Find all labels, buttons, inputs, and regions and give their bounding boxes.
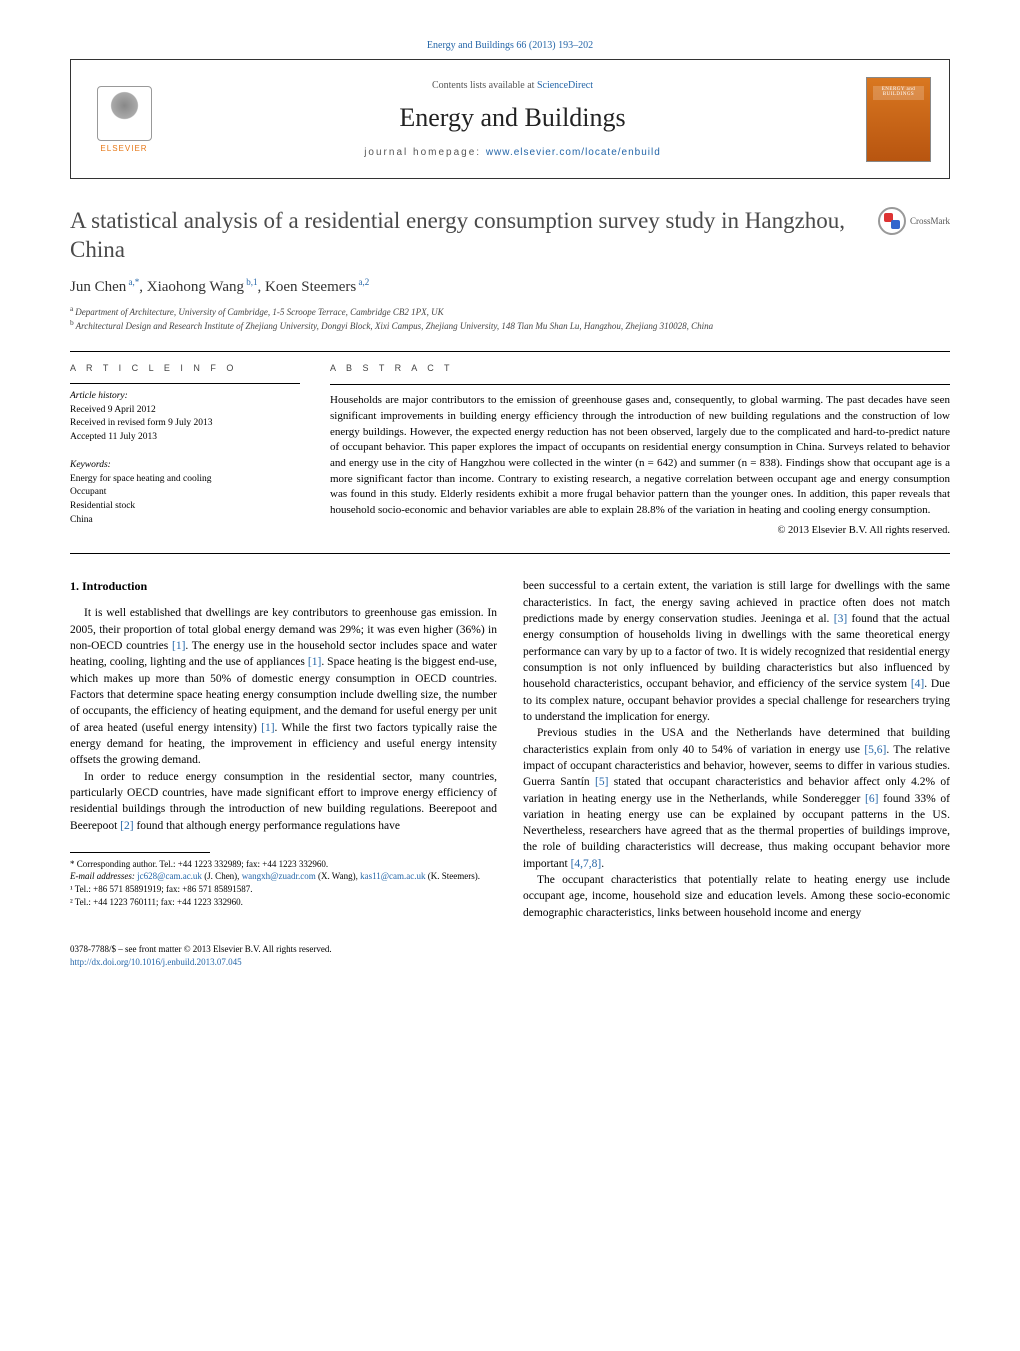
footnote-separator <box>70 852 210 853</box>
keyword-line: Energy for space heating and cooling <box>70 473 300 487</box>
text-run: (J. Chen), <box>202 871 242 881</box>
keyword-line: Occupant <box>70 486 300 500</box>
homepage-link[interactable]: www.elsevier.com/locate/enbuild <box>486 147 661 158</box>
crossmark-label: CrossMark <box>910 216 950 226</box>
journal-homepage-line: journal homepage: www.elsevier.com/locat… <box>159 147 866 158</box>
citation-link[interactable]: [6] <box>865 793 878 805</box>
history-line: Received 9 April 2012 <box>70 404 300 418</box>
citation-link[interactable]: [5,6] <box>864 744 886 756</box>
authors-line: Jun Chen a,*, Xiaohong Wang b,1, Koen St… <box>70 277 950 296</box>
citation-link[interactable]: [1] <box>172 640 185 652</box>
author-name: Xiaohong Wang <box>147 279 244 295</box>
doi-link[interactable]: http://dx.doi.org/10.1016/j.enbuild.2013… <box>70 957 242 967</box>
body-text: 1. Introduction It is well established t… <box>70 578 950 921</box>
homepage-prefix: journal homepage: <box>364 147 486 158</box>
keywords-head: Keywords: <box>70 459 300 473</box>
paragraph: It is well established that dwellings ar… <box>70 605 497 768</box>
text-run: (K. Steemers). <box>426 871 480 881</box>
sciencedirect-link[interactable]: ScienceDirect <box>537 80 593 91</box>
front-matter-line: 0378-7788/$ – see front matter © 2013 El… <box>70 943 950 956</box>
contents-lists-line: Contents lists available at ScienceDirec… <box>159 80 866 91</box>
cover-thumb-text: ENERGY and BUILDINGS <box>867 87 930 97</box>
keyword-line: China <box>70 514 300 528</box>
page-footer: 0378-7788/$ – see front matter © 2013 El… <box>70 943 950 968</box>
crossmark-badge[interactable]: CrossMark <box>878 207 950 235</box>
email-link[interactable]: jc628@cam.ac.uk <box>137 871 202 881</box>
author-affil-mark: a,2 <box>356 277 369 287</box>
abstract-label: A B S T R A C T <box>330 362 950 375</box>
contents-prefix: Contents lists available at <box>432 80 537 91</box>
history-line: Accepted 11 July 2013 <box>70 431 300 445</box>
journal-reference: Energy and Buildings 66 (2013) 193–202 <box>70 40 950 51</box>
email-label: E-mail addresses: <box>70 871 137 881</box>
divider <box>70 351 950 352</box>
author-name: Koen Steemers <box>265 279 356 295</box>
paragraph: been successful to a certain extent, the… <box>523 578 950 725</box>
citation-link[interactable]: [4] <box>911 678 924 690</box>
citation-link[interactable]: [5] <box>595 776 608 788</box>
citation-link[interactable]: [1] <box>308 656 321 668</box>
paragraph: The occupant characteristics that potent… <box>523 872 950 921</box>
section-heading-intro: 1. Introduction <box>70 578 497 595</box>
paragraph: In order to reduce energy consumption in… <box>70 769 497 834</box>
author-name: Jun Chen <box>70 279 126 295</box>
footnotes-block: * Corresponding author. Tel.: +44 1223 3… <box>70 858 497 908</box>
keyword-line: Residential stock <box>70 500 300 514</box>
author-affil-mark: a,* <box>126 277 139 287</box>
elsevier-logo: ELSEVIER <box>89 74 159 164</box>
citation-link[interactable]: [3] <box>834 613 847 625</box>
article-info-label: A R T I C L E I N F O <box>70 362 300 375</box>
article-history-head: Article history: <box>70 390 300 404</box>
article-info-block: A R T I C L E I N F O Article history: R… <box>70 362 300 540</box>
copyright-line: © 2013 Elsevier B.V. All rights reserved… <box>330 524 950 539</box>
journal-header-box: ELSEVIER Contents lists available at Sci… <box>70 59 950 179</box>
corresponding-author-note: * Corresponding author. Tel.: +44 1223 3… <box>70 858 497 871</box>
text-run: (X. Wang), <box>316 871 360 881</box>
crossmark-icon <box>878 207 906 235</box>
author-affil-mark: b,1 <box>244 277 258 287</box>
elsevier-text: ELSEVIER <box>100 144 147 153</box>
citation-link[interactable]: [1] <box>261 722 274 734</box>
text-run: found that although energy performance r… <box>134 820 400 832</box>
journal-cover-thumbnail: ENERGY and BUILDINGS <box>866 77 931 162</box>
email-link[interactable]: kas11@cam.ac.uk <box>360 871 425 881</box>
footnote-1: ¹ Tel.: +86 571 85891919; fax: +86 571 8… <box>70 883 497 896</box>
citation-link[interactable]: [2] <box>120 820 133 832</box>
text-run: . <box>601 858 604 870</box>
affiliation-line: b Architectural Design and Research Inst… <box>70 318 950 333</box>
footnote-2: ² Tel.: +44 1223 760111; fax: +44 1223 3… <box>70 896 497 909</box>
elsevier-tree-icon <box>97 86 152 141</box>
email-link[interactable]: wangxh@zuadr.com <box>242 871 316 881</box>
divider <box>70 383 300 384</box>
citation-link[interactable]: [4,7,8] <box>571 858 602 870</box>
history-line: Received in revised form 9 July 2013 <box>70 417 300 431</box>
abstract-block: A B S T R A C T Households are major con… <box>330 362 950 540</box>
divider <box>70 553 950 554</box>
affiliations: a Department of Architecture, University… <box>70 304 950 333</box>
affiliation-line: a Department of Architecture, University… <box>70 304 950 319</box>
divider <box>330 384 950 385</box>
abstract-text: Households are major contributors to the… <box>330 393 950 518</box>
paragraph: Previous studies in the USA and the Neth… <box>523 725 950 872</box>
email-addresses-line: E-mail addresses: jc628@cam.ac.uk (J. Ch… <box>70 870 497 883</box>
journal-title: Energy and Buildings <box>159 103 866 133</box>
article-title: A statistical analysis of a residential … <box>70 207 854 265</box>
